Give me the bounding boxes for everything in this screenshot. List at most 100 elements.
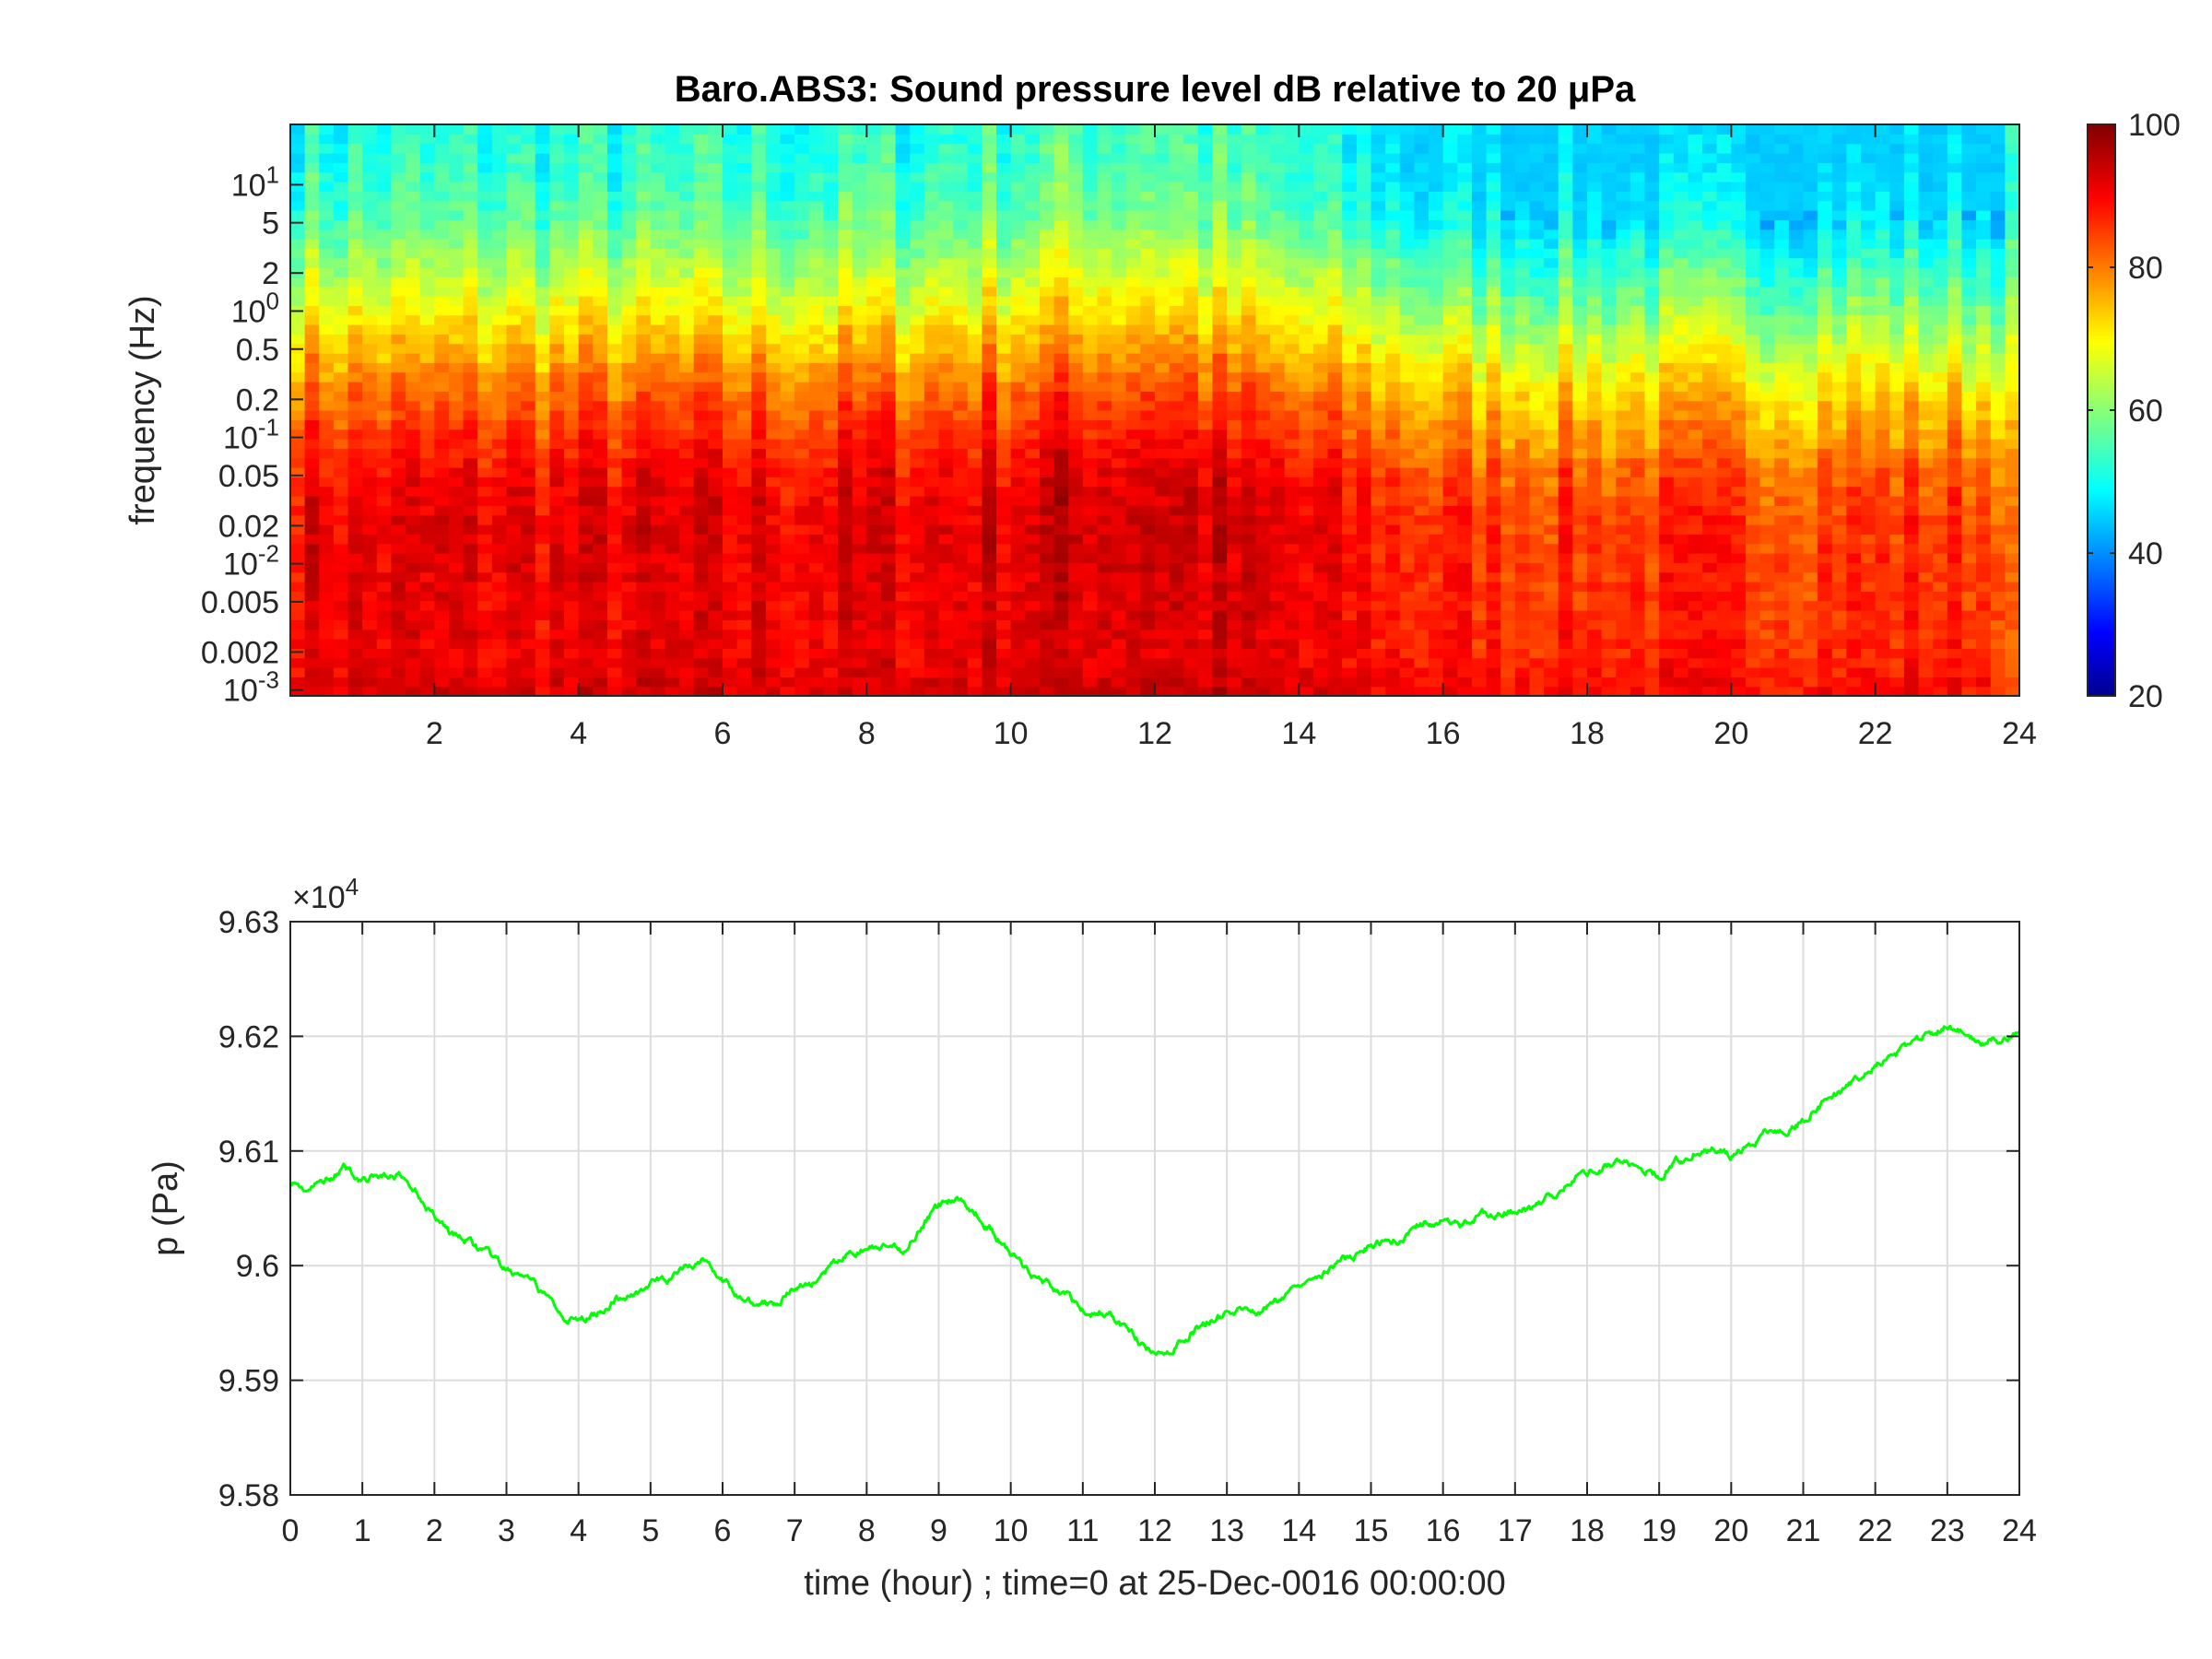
spectrogram-cell — [1068, 543, 1084, 554]
spectrogram-cell — [723, 200, 738, 211]
spectrogram-cell — [564, 667, 580, 677]
spectrogram-cell — [679, 353, 695, 363]
spectrogram-cell — [1241, 171, 1257, 182]
spectrogram-cell — [823, 505, 839, 516]
spectrogram-cell — [448, 124, 465, 135]
spectrogram-cell — [1097, 334, 1112, 345]
spectrogram-cell — [434, 257, 450, 268]
spectrogram-cell — [736, 143, 752, 154]
spectrogram-cell — [1471, 629, 1488, 640]
spectrogram-cell — [347, 429, 363, 440]
spectrogram-cell — [1371, 429, 1386, 440]
spectrogram-cell — [1053, 610, 1069, 620]
spectrogram-cell — [1471, 410, 1488, 420]
spectrogram-cell — [823, 629, 839, 640]
spectrogram-cell — [549, 639, 565, 649]
spectrogram-cell — [823, 391, 839, 402]
spectrogram-cell — [1371, 610, 1386, 620]
spectrogram-cell — [1371, 667, 1386, 677]
spectrogram-cell — [736, 600, 752, 611]
spectrogram-cell — [304, 391, 320, 402]
spectrogram-cell — [1068, 667, 1084, 677]
spectrogram-cell — [866, 534, 882, 545]
spectrogram-cell — [679, 514, 695, 525]
spectrogram-cell — [535, 276, 550, 288]
spectrogram-cell — [838, 353, 853, 363]
spectrogram-cell — [736, 382, 752, 392]
spectrogram-cell — [1039, 362, 1055, 373]
spectrogram-cell — [477, 267, 493, 277]
spectrogram-cell — [982, 543, 997, 554]
spectrogram-cell — [621, 477, 637, 488]
spectrogram-cell — [723, 143, 738, 154]
spectrogram-cell — [650, 324, 666, 335]
spectrogram-cell — [1342, 171, 1358, 182]
spectrogram-cell — [1140, 571, 1156, 582]
spectrogram-cell — [838, 562, 853, 573]
spectrogram-cell — [1471, 648, 1488, 659]
spectrogram-cell — [1140, 639, 1156, 649]
spectrogram-cell — [1183, 362, 1199, 373]
spectrogram-cell — [1457, 543, 1473, 554]
spectrogram-cell — [1442, 305, 1458, 316]
spectrogram-cell — [838, 371, 853, 382]
spectrogram-cell — [1299, 467, 1314, 477]
spectrogram-cell — [880, 657, 897, 668]
spectrogram-cell — [521, 153, 536, 163]
spectrogram-cell — [751, 639, 767, 649]
spectrogram-cell — [982, 419, 997, 430]
spectrogram-cell — [621, 486, 637, 497]
spectrogram-cell — [967, 410, 982, 420]
spectrogram-cell — [723, 514, 738, 525]
spectrogram-cell — [1299, 334, 1314, 345]
spectrogram-cell — [391, 182, 406, 192]
spectrogram-cell — [333, 562, 349, 573]
spectrogram-cell — [1169, 629, 1184, 640]
spectrogram-cell — [1212, 391, 1228, 402]
spectrogram-cell — [1241, 467, 1257, 477]
spectrogram-cell — [1371, 657, 1386, 668]
spectrogram-cell — [780, 276, 795, 288]
spectrogram-cell — [621, 543, 637, 554]
spectrogram-cell — [1039, 486, 1055, 497]
spectrogram-cell — [1227, 371, 1242, 382]
spectrogram-cell — [708, 629, 724, 640]
spectrogram-cell — [723, 134, 738, 145]
spectrogram-cell — [1312, 182, 1329, 192]
spectrogram-cell — [491, 353, 508, 363]
spectrogram-cell — [1429, 286, 1444, 297]
spectrogram-cell — [1039, 296, 1055, 306]
spectrogram-cell — [1140, 162, 1156, 173]
spectrogram-cell — [1399, 248, 1415, 259]
spectrogram-cell — [693, 553, 709, 563]
spectrogram-cell — [938, 600, 954, 611]
spectrogram-cell — [910, 524, 925, 535]
spectrogram-cell — [723, 667, 738, 677]
spectrogram-cell — [549, 334, 565, 345]
spectrogram-cell — [477, 382, 493, 392]
spectrogram-cell — [808, 496, 825, 506]
spectrogram-cell — [1125, 467, 1141, 477]
spectrogram-cell — [693, 467, 709, 477]
spectrogram-cell — [506, 610, 522, 620]
spectrogram-cell — [1183, 229, 1199, 240]
spectrogram-cell — [1097, 543, 1112, 554]
spectrogram-cell — [448, 371, 465, 382]
spectrogram-cell — [650, 505, 666, 516]
spectrogram-cell — [578, 314, 594, 325]
spectrogram-cell — [1457, 505, 1473, 516]
spectrogram-cell — [391, 362, 406, 373]
spectrogram-cell — [924, 324, 940, 335]
spectrogram-cell — [621, 171, 637, 182]
spectrogram-cell — [1299, 582, 1314, 592]
spectrogram-cell — [1471, 477, 1488, 488]
spectrogram-cell — [708, 257, 724, 268]
spectrogram-cell — [751, 457, 767, 468]
spectrogram-cell — [362, 171, 378, 182]
spectrogram-cell — [665, 200, 680, 211]
spectrogram-cell — [996, 467, 1012, 477]
spectrogram-cell — [1270, 210, 1286, 220]
spectrogram-cell — [636, 191, 652, 202]
spectrogram-cell — [736, 324, 752, 335]
spectrogram-cell — [650, 667, 666, 677]
